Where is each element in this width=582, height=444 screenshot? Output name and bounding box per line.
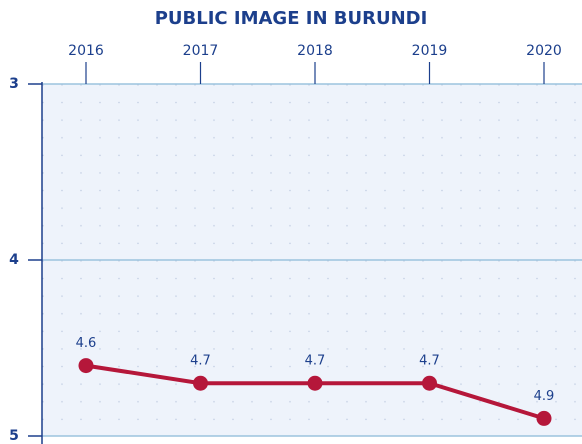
y-tick-label: 3 <box>9 76 19 92</box>
data-label: 4.9 <box>534 389 555 404</box>
y-tick-label: 5 <box>9 428 19 444</box>
data-point <box>536 410 552 426</box>
data-point <box>307 375 323 391</box>
x-tick-label: 2017 <box>183 43 219 59</box>
data-point <box>422 375 437 391</box>
chart-title: PUBLIC IMAGE IN BURUNDI <box>155 8 428 29</box>
data-label: 4.7 <box>305 354 326 369</box>
x-tick-label: 2018 <box>297 43 333 59</box>
x-tick-label: 2020 <box>526 43 562 59</box>
data-point <box>78 358 94 374</box>
data-label: 4.7 <box>190 354 211 369</box>
x-tick-label: 2019 <box>412 43 448 59</box>
y-tick-label: 4 <box>9 252 19 268</box>
data-label: 4.7 <box>419 354 440 369</box>
x-tick-label: 2016 <box>68 43 104 59</box>
data-label: 4.6 <box>76 336 97 351</box>
data-point <box>193 375 208 391</box>
